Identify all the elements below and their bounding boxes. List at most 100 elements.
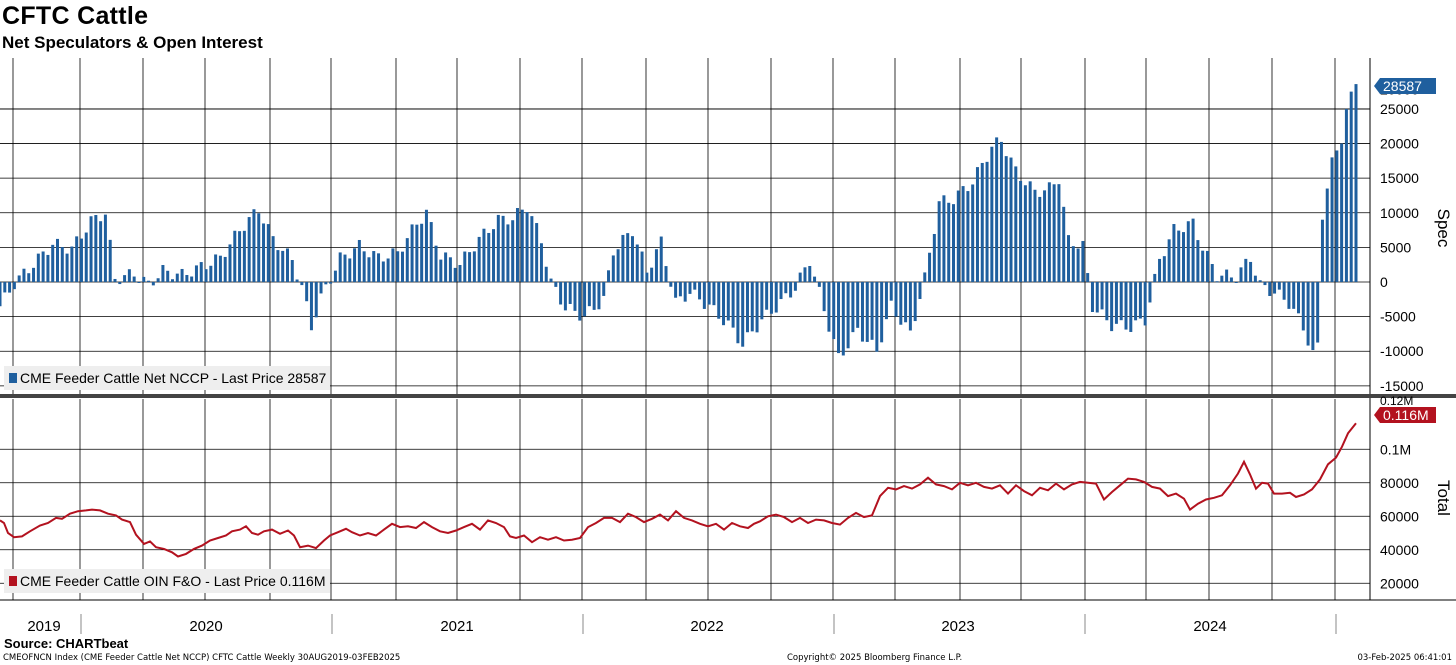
spec-bar	[338, 252, 342, 282]
spec-bar	[990, 146, 994, 282]
spec-bar	[1057, 184, 1061, 282]
spec-bar	[1205, 250, 1209, 282]
spec-bar	[1258, 280, 1262, 282]
spec-bar	[324, 282, 328, 285]
badge-value-total: 0.116M	[1383, 407, 1429, 423]
spec-bar	[99, 221, 103, 282]
spec-bar	[980, 162, 984, 282]
spec-bar	[741, 282, 745, 347]
spec-bar	[0, 282, 2, 307]
spec-bar	[166, 270, 170, 282]
spec-bar	[602, 282, 606, 296]
spec-bar	[314, 282, 318, 318]
spec-bar	[405, 238, 409, 282]
spec-bar	[837, 282, 841, 354]
spec-bar	[290, 260, 294, 282]
spec-bar	[956, 190, 960, 282]
open-interest-line	[0, 422, 1357, 558]
spec-bar	[535, 223, 539, 282]
spec-bar	[554, 282, 558, 287]
spec-bar	[1138, 282, 1142, 319]
spec-bar	[51, 244, 55, 282]
spec-bar	[472, 251, 476, 282]
chart-title: CFTC Cattle	[2, 2, 149, 30]
spec-bar	[822, 282, 826, 312]
spec-bar	[578, 282, 582, 321]
spec-bar	[463, 251, 467, 282]
spec-bar	[142, 276, 146, 282]
spec-bar	[1287, 282, 1291, 309]
spec-bar	[583, 282, 587, 317]
spec-bar	[985, 161, 989, 282]
spec-bar	[884, 282, 888, 320]
spec-bar	[123, 275, 127, 282]
spec-bar	[568, 282, 572, 304]
spec-bar	[789, 282, 793, 298]
spec-bar	[1282, 282, 1286, 300]
spec-bar	[865, 282, 869, 342]
spec-bar	[1004, 156, 1008, 282]
index-info: CMEOFNCN Index (CME Feeder Cattle Net NC…	[3, 653, 401, 663]
spec-bar	[65, 253, 69, 282]
spec-bar	[170, 279, 174, 282]
spec-bar	[147, 280, 151, 282]
spec-bar	[1158, 258, 1162, 282]
spec-bar	[626, 233, 630, 282]
spec-bar	[1071, 246, 1075, 282]
spec-bar	[199, 262, 203, 282]
badge-value-spec: 28587	[1383, 78, 1422, 94]
spec-bar	[832, 282, 836, 340]
spec-bar	[309, 282, 313, 331]
spec-bar	[654, 249, 658, 282]
x-tick-label-year: 2020	[189, 618, 222, 635]
spec-bar	[793, 282, 797, 291]
spec-bar	[319, 282, 323, 294]
spec-bar	[856, 282, 860, 328]
spec-bar	[549, 278, 553, 282]
spec-bar	[496, 214, 500, 282]
spec-bar	[343, 254, 347, 282]
spec-bar	[372, 251, 376, 282]
spec-bar	[1095, 282, 1099, 313]
legend-total: CME Feeder Cattle OIN F&O - Last Price 0…	[4, 569, 330, 593]
spec-bar	[530, 216, 534, 282]
spec-bar	[228, 244, 232, 282]
spec-bar	[678, 282, 682, 297]
y-tick-label-total: 40000	[1380, 542, 1419, 558]
spec-bar	[1239, 267, 1243, 282]
spec-bar	[357, 239, 361, 282]
spec-bar	[918, 282, 922, 299]
spec-bar	[1354, 84, 1358, 283]
spec-bar	[1052, 184, 1056, 282]
spec-bar	[424, 209, 428, 282]
spec-bar	[640, 251, 644, 282]
spec-bar	[899, 282, 903, 325]
spec-bar	[458, 265, 462, 282]
spec-bar	[1023, 185, 1027, 282]
spec-bar	[381, 261, 385, 282]
spec-bar	[276, 250, 280, 282]
y-axis-title-spec: Spec	[1434, 209, 1453, 248]
spec-bar	[942, 195, 946, 282]
spec-bar	[1349, 91, 1353, 283]
spec-bar	[218, 255, 222, 282]
spec-bar	[841, 282, 845, 356]
spec-bar	[645, 272, 649, 282]
spec-bar	[118, 282, 122, 285]
spec-bar	[429, 222, 433, 282]
spec-bar	[1263, 282, 1267, 286]
spec-bar	[453, 267, 457, 282]
spec-bar	[712, 282, 716, 306]
spec-bar	[880, 282, 884, 343]
y-axis-title-total: Total	[1434, 480, 1453, 516]
spec-bar	[444, 252, 448, 282]
spec-bar	[1220, 275, 1224, 282]
spec-bar	[271, 236, 275, 282]
spec-bar	[1249, 261, 1253, 282]
badge-shape	[1374, 78, 1436, 94]
spec-bar	[573, 282, 577, 311]
spec-bar	[1009, 157, 1013, 282]
spec-bar	[396, 251, 400, 282]
spec-bar	[693, 282, 697, 290]
